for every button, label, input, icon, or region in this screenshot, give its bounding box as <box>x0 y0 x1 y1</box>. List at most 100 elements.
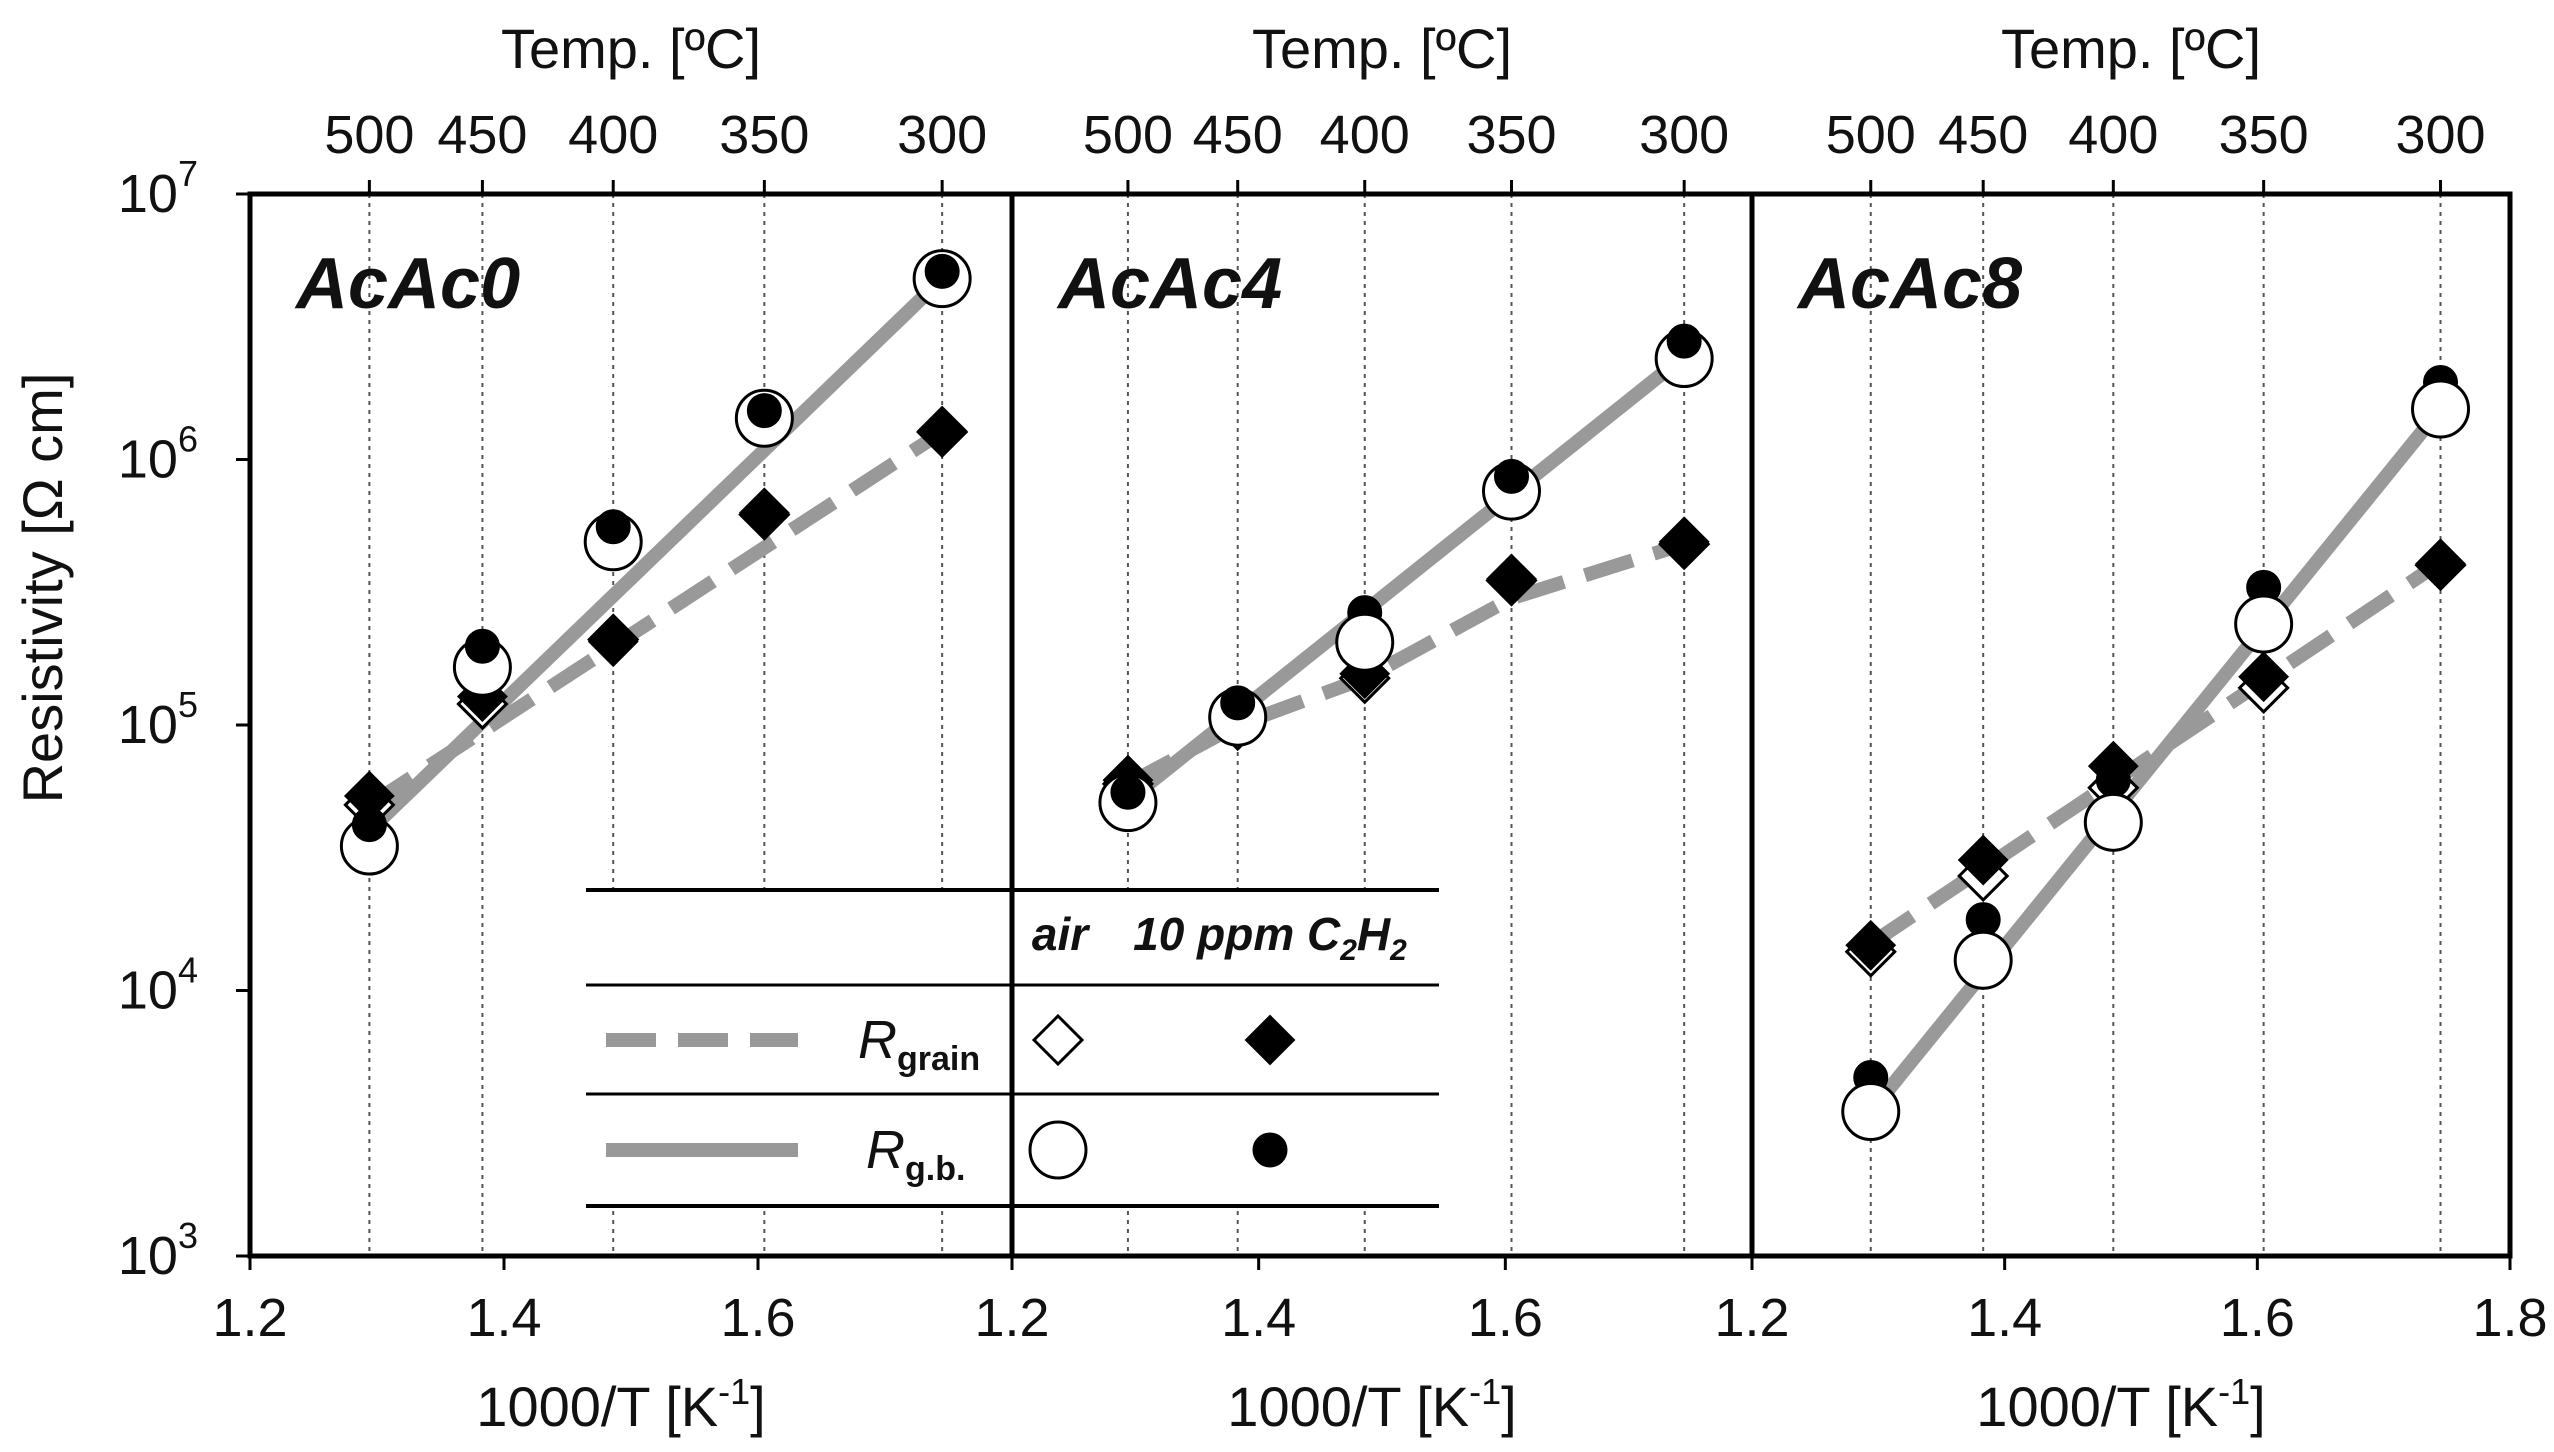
acac4-circle-open-point-3 <box>1335 612 1395 672</box>
acac0-diamond-filled-point-4 <box>738 487 790 539</box>
acac0-circle-filled-overlay-4 <box>746 393 782 429</box>
y-tick-label-1e7: 107 <box>118 153 198 224</box>
legend-label-gb-symbol: R <box>866 1120 905 1180</box>
acac4-x-axis-label-main: 1000/T [K <box>1227 1375 1469 1438</box>
acac0-temp-tick-450: 450 <box>437 105 527 165</box>
acac8-temp-tick-400: 400 <box>2068 105 2158 165</box>
y-axis-label-text: Resistivity <box>11 551 74 803</box>
acac8-temp-tick-450: 450 <box>1938 105 2028 165</box>
acac8-diamond-filled-point-4 <box>2238 651 2290 703</box>
acac8-x-tick-label-1.4: 1.4 <box>1967 1288 2042 1348</box>
acac4-fit-line-solid <box>1123 350 1689 806</box>
y-tick-base: 10 <box>118 164 178 224</box>
acac8-circle-open-point-5 <box>2411 379 2471 439</box>
acac4-diamond-filled-point-5 <box>1658 516 1710 568</box>
legend-label-gb-subscript: g.b. <box>905 1150 965 1188</box>
acac8-temp-tick-500: 500 <box>1826 105 1916 165</box>
acac4-temp-tick-500: 500 <box>1083 105 1173 165</box>
acac0-x-tick-label-1.4: 1.4 <box>466 1288 541 1348</box>
acac8-panel-title: AcAc8 <box>1796 244 2022 324</box>
acac4-temp-tick-400: 400 <box>1320 105 1410 165</box>
acac0-temp-tick-300: 300 <box>897 105 987 165</box>
acac4-diamond-filled-point-4 <box>1486 553 1537 605</box>
y-tick-exponent: 5 <box>178 684 198 725</box>
acac4-circle-filled-overlay-2 <box>1220 685 1256 721</box>
acac4-circle-filled-overlay-5 <box>1666 323 1702 359</box>
acac8-x-axis-label-end: ] <box>2250 1375 2266 1438</box>
acac8-diamond-filled-point-5 <box>2415 538 2466 590</box>
acac8-top-axis-label: Temp. [ºC] <box>2001 17 2261 80</box>
acac8-x-tick-label-1.2: 1.2 <box>1714 1288 1789 1348</box>
acac8-fit-line-solid <box>1865 404 2446 1116</box>
y-tick-exponent: 6 <box>178 419 198 460</box>
acac8-circle-open-point-1 <box>1841 1082 1901 1142</box>
acac8-x-axis-label-main: 1000/T [K <box>1976 1375 2218 1438</box>
acac4-circle-filled-overlay-4 <box>1494 458 1529 494</box>
acac4-temp-tick-300: 300 <box>1639 105 1729 165</box>
legend-label-grain: Rgrain <box>858 1010 980 1078</box>
y-tick-exponent: 7 <box>178 153 198 194</box>
acac0-fit-line-solid <box>364 273 948 836</box>
acac8-diamond-filled-point-1 <box>1845 919 1897 971</box>
acac4-panel-title: AcAc4 <box>1056 244 1282 324</box>
acac0-x-tick-label-1.2: 1.2 <box>212 1288 287 1348</box>
y-tick-base: 10 <box>118 961 178 1021</box>
legend-header-gas-sub1: 2 <box>1339 934 1357 967</box>
y-tick-base: 10 <box>118 430 178 490</box>
y-tick-exponent: 4 <box>178 950 198 991</box>
acac0-top-axis-label: Temp. [ºC] <box>501 17 761 80</box>
acac4-x-axis-label: 1000/T [K-1] <box>1227 1371 1516 1438</box>
acac4-x-tick-label-1.4: 1.4 <box>1221 1288 1296 1348</box>
legend-header-gas-prefix: 10 ppm C <box>1133 908 1341 960</box>
acac8-x-axis-label-exp: -1 <box>2218 1371 2250 1412</box>
acac0-circle-filled-overlay-2 <box>464 628 500 664</box>
acac0-x-tick-label-1.6: 1.6 <box>720 1288 795 1348</box>
legend-marker-gb-gas <box>1252 1132 1288 1168</box>
acac8-temp-tick-300: 300 <box>2395 105 2485 165</box>
y-axis-label: Resistivity [Ω cm] <box>11 373 74 804</box>
legend-header-gas: 10 ppm C2H2 <box>1133 908 1407 967</box>
legend-markers <box>1028 1013 1296 1180</box>
acac8-x-axis-label: 1000/T [K-1] <box>1976 1371 2265 1438</box>
legend-marker-grain-air <box>1031 1013 1085 1067</box>
acac8-temp-tick-350: 350 <box>2219 105 2309 165</box>
acac0-diamond-filled-point-3 <box>587 616 639 668</box>
y-tick-base: 10 <box>118 695 178 755</box>
legend-marker-grain-gas <box>1244 1014 1296 1066</box>
acac0-temp-tick-500: 500 <box>324 105 414 165</box>
acac0-x-axis-label-main: 1000/T [K <box>476 1375 718 1438</box>
acac4-x-tick-label-1.2: 1.2 <box>974 1288 1049 1348</box>
markers-layer <box>339 249 2471 1142</box>
acac0-panel-title: AcAc0 <box>294 244 520 324</box>
acac8-panel-frame <box>1749 191 2513 1259</box>
legend-label-grain-subscript: grain <box>897 1040 980 1078</box>
acac8-circle-filled-point-3 <box>2095 762 2131 798</box>
y-axis-label-unit: [Ω cm] <box>11 373 74 536</box>
text-layer: Resistivity [Ω cm] 500 450 400 350 300 1.2 1.4… <box>11 17 2548 1438</box>
legend-header-gas-sub2: 2 <box>1389 934 1407 967</box>
y-tick-base: 10 <box>118 1226 178 1286</box>
acac4-x-tick-label-1.6: 1.6 <box>1468 1288 1543 1348</box>
acac0-x-axis-label: 1000/T [K-1] <box>476 1371 765 1438</box>
legend-header-gas-mid: H <box>1357 908 1391 960</box>
acac4-x-axis-label-end: ] <box>1501 1375 1517 1438</box>
acac0-circle-filled-overlay-3 <box>595 509 631 545</box>
acac8-circle-open-point-3 <box>2083 792 2143 852</box>
axes-layer <box>236 180 2513 1270</box>
acac0-diamond-filled-point-5 <box>916 405 968 457</box>
y-tick-label-1e5: 105 <box>118 684 198 755</box>
acac0-temp-tick-350: 350 <box>719 105 809 165</box>
acac8-x-tick-label-1.8: 1.8 <box>2472 1288 2547 1348</box>
legend-label-grain-symbol: R <box>858 1010 897 1070</box>
legend-label-gb: Rg.b. <box>866 1120 965 1188</box>
legend-header-air: air <box>1032 908 1090 960</box>
y-tick-exponent: 3 <box>178 1215 198 1256</box>
acac8-circle-open-point-2 <box>1953 930 2013 990</box>
acac4-temp-tick-450: 450 <box>1193 105 1283 165</box>
acac4-x-axis-label-exp: -1 <box>1469 1371 1501 1412</box>
y-tick-label-1e6: 106 <box>118 419 198 490</box>
acac0-x-axis-label-end: ] <box>750 1375 766 1438</box>
acac8-x-tick-label-1.6: 1.6 <box>2220 1288 2295 1348</box>
legend-marker-gb-air <box>1028 1120 1088 1180</box>
